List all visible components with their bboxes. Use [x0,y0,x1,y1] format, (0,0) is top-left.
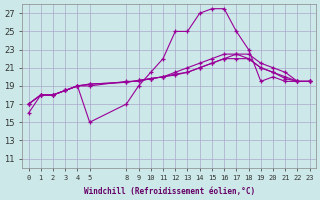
X-axis label: Windchill (Refroidissement éolien,°C): Windchill (Refroidissement éolien,°C) [84,187,255,196]
